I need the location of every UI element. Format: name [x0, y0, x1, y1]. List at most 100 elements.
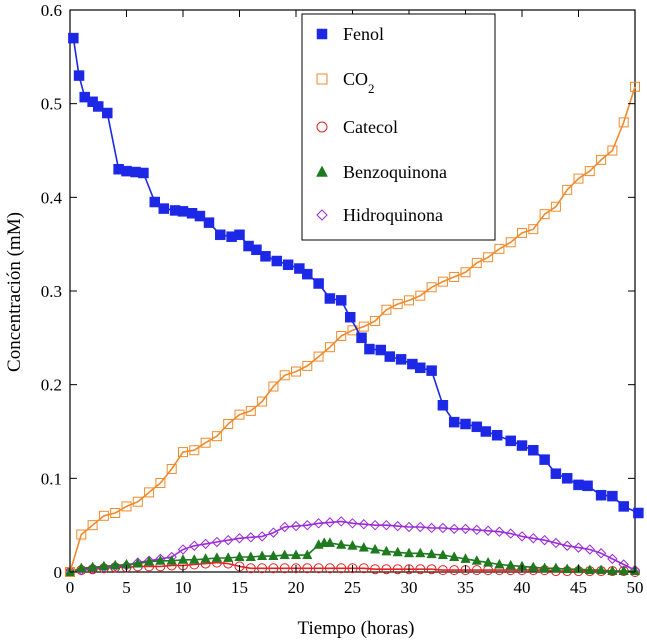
data-point-fenol — [460, 418, 471, 430]
data-point-hidroquinona — [369, 519, 381, 531]
data-point-hidroquinona — [584, 544, 596, 555]
data-point-benzoquinona — [279, 549, 290, 560]
x-tick-label: 40 — [514, 578, 531, 597]
legend-label-co2: CO2 — [343, 69, 375, 96]
data-point-fenol — [480, 426, 492, 437]
data-point-co2 — [505, 237, 516, 248]
data-point-hidroquinona — [245, 532, 257, 543]
series-fenol — [68, 32, 644, 519]
data-point-fenol — [251, 244, 262, 256]
series-benzoquinona — [64, 537, 641, 576]
data-point-co2 — [336, 330, 347, 341]
data-point-benzoquinona — [302, 549, 313, 560]
x-tick-label: 50 — [627, 578, 644, 597]
data-point-benzoquinona — [268, 550, 279, 561]
legend-box — [301, 13, 496, 241]
data-point-fenol — [607, 490, 618, 502]
data-point-co2 — [381, 304, 392, 315]
data-point-benzoquinona — [143, 555, 155, 566]
data-point-benzoquinona — [584, 564, 595, 575]
data-point-fenol — [324, 293, 336, 304]
data-point-hidroquinona — [415, 521, 426, 533]
data-point-co2 — [596, 154, 607, 165]
data-point-catecol — [381, 564, 392, 575]
legend-marker-co2 — [316, 73, 328, 85]
data-point-benzoquinona — [110, 559, 121, 570]
x-tick-label: 10 — [175, 578, 192, 597]
data-point-co2 — [257, 396, 268, 407]
data-point-fenol — [149, 196, 160, 208]
x-tick-label: 45 — [570, 578, 587, 597]
data-point-benzoquinona — [290, 549, 302, 560]
data-point-catecol — [437, 565, 448, 576]
legend: Fenol CO2 Catecol Benzoquinona Hidroquinona — [301, 13, 496, 241]
data-point-fenol — [73, 70, 85, 81]
data-point-benzoquinona — [336, 539, 347, 549]
data-point-hidroquinona — [460, 523, 471, 535]
data-point-catecol — [302, 563, 313, 574]
data-point-fenol — [313, 278, 324, 289]
data-point-fenol — [539, 454, 550, 465]
data-point-catecol — [336, 563, 347, 574]
data-point-fenol — [177, 206, 189, 217]
data-point-co2 — [528, 224, 539, 235]
axes-layer: Tiempo (horas) Concentración (mM) 0 5 10 15… — [4, 1, 644, 639]
data-point-hidroquinona — [471, 524, 483, 536]
data-point-co2 — [370, 315, 381, 326]
data-point-co2 — [517, 227, 527, 238]
data-point-co2 — [155, 478, 166, 489]
data-point-hidroquinona — [177, 544, 189, 555]
data-point-catecol — [291, 563, 301, 574]
data-point-benzoquinona — [76, 562, 87, 573]
legend-item-benzoquinona: Benzoquinona — [316, 162, 447, 182]
data-point-benzoquinona — [550, 562, 562, 573]
series-line-benzoquinona — [69, 542, 635, 573]
data-point-co2 — [144, 487, 155, 498]
data-point-hidroquinona — [279, 521, 290, 533]
data-point-fenol — [618, 501, 629, 512]
data-point-fenol — [633, 507, 644, 519]
data-point-co2 — [449, 271, 460, 282]
data-point-benzoquinona — [189, 554, 200, 564]
data-point-benzoquinona — [177, 554, 189, 564]
data-point-co2 — [110, 507, 121, 518]
data-point-hidroquinona — [189, 540, 200, 551]
legend-marker-hidroquinona — [316, 209, 328, 221]
data-point-fenol — [302, 268, 313, 280]
data-point-benzoquinona — [200, 553, 211, 563]
data-point-co2 — [494, 243, 505, 254]
x-tick-label: 30 — [401, 578, 418, 597]
data-point-fenol — [491, 429, 503, 441]
data-point-co2 — [178, 447, 188, 458]
data-point-hidroquinona — [211, 536, 223, 548]
data-point-fenol — [158, 203, 170, 214]
data-point-co2 — [471, 257, 482, 268]
data-point-benzoquinona — [426, 548, 437, 559]
data-point-benzoquinona — [528, 561, 539, 572]
legend-marker-benzoquinona — [316, 165, 328, 177]
data-point-co2 — [324, 342, 335, 353]
data-point-co2 — [291, 366, 301, 377]
data-point-hidroquinona — [595, 548, 607, 559]
x-axis-title: Tiempo (horas) — [298, 618, 415, 639]
data-point-co2 — [437, 276, 448, 287]
y-tick-label: 0.1 — [41, 469, 62, 488]
data-point-co2 — [539, 209, 550, 220]
data-point-fenol — [335, 295, 347, 306]
data-point-co2 — [200, 437, 211, 448]
data-point-co2 — [98, 510, 109, 521]
x-tick-label: 0 — [66, 578, 75, 597]
y-axis-title: Concentración (mM) — [4, 212, 25, 372]
data-point-fenol — [437, 400, 449, 411]
data-point-benzoquinona — [166, 555, 177, 565]
data-point-catecol — [404, 564, 414, 575]
data-point-co2 — [562, 184, 573, 195]
data-point-benzoquinona — [415, 547, 426, 558]
data-point-benzoquinona — [618, 565, 629, 576]
data-point-co2 — [245, 405, 256, 416]
data-point-benzoquinona — [471, 555, 482, 565]
data-point-benzoquinona — [494, 558, 505, 569]
data-point-hidroquinona — [426, 522, 437, 534]
data-point-fenol — [138, 167, 149, 179]
data-point-co2 — [415, 290, 426, 301]
